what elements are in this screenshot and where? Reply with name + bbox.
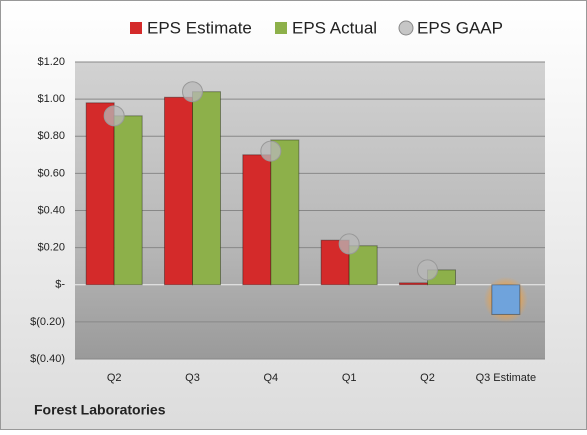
gaap-marker [338,233,360,255]
legend-label: EPS GAAP [417,18,503,37]
y-tick-label: $0.80 [37,130,65,142]
y-tick-label: $1.00 [37,93,65,105]
legend-label: EPS Actual [292,18,377,37]
gaap-marker [417,259,438,281]
bar [270,139,300,286]
y-tick-label: $0.20 [37,242,65,254]
bar [85,102,115,286]
bar [192,91,221,286]
y-tick-label: $0.60 [37,167,65,179]
bar [164,96,193,286]
y-tick-label: $(0.20) [30,316,65,328]
bar [399,282,428,286]
company: Forest Laboratories [34,402,166,418]
legend-label: EPS Estimate [147,18,252,37]
gaap-marker [103,105,125,127]
gaap-marker [182,81,203,103]
x-tick-label: Q4 [263,372,278,384]
x-tick-label: Q2 [420,372,435,384]
bar [242,154,272,286]
gaap-marker [260,140,282,162]
legend-marker [130,22,142,34]
legend-marker [275,22,287,34]
x-tick-label: Q3 Estimate [476,372,537,384]
y-tick-label: $0.40 [37,204,65,216]
x-tick-label: Q1 [342,372,357,384]
y-tick-label: $- [55,279,65,291]
y-tick-label: $1.20 [37,56,65,68]
x-tick-label: Q2 [107,372,122,384]
bar [113,115,143,286]
legend-marker [398,20,414,36]
bar [491,284,521,315]
y-tick-label: $(0.40) [30,353,65,365]
x-tick-label: Q3 [185,372,200,384]
